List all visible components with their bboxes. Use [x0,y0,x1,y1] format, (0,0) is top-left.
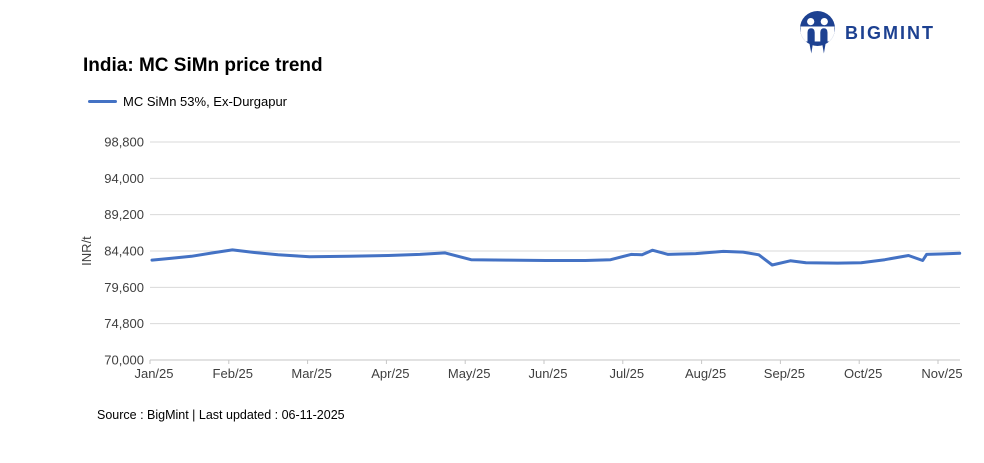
x-axis-tick-label: Jul/25 [609,366,644,381]
legend: MC SiMn 53%, Ex-Durgapur [88,94,287,109]
x-axis-tick-label: Nov/25 [921,366,962,381]
y-axis-tick-label: 84,400 [104,244,144,259]
price-trend-line [150,248,962,267]
y-axis-tick-label: 70,000 [104,353,144,368]
x-axis-tick-label: Apr/25 [371,366,409,381]
bigmint-logo-icon [800,11,835,54]
y-axis-title: INR/t [79,236,94,266]
x-axis-tick-label: May/25 [448,366,491,381]
x-axis-tick-label: Feb/25 [213,366,253,381]
legend-line-swatch [88,100,117,103]
x-axis-tick-label: Mar/25 [291,366,331,381]
y-axis-tick-label: 94,000 [104,171,144,186]
y-axis-tick-label: 89,200 [104,207,144,222]
x-axis-tick-label: Aug/25 [685,366,726,381]
legend-label: MC SiMn 53%, Ex-Durgapur [123,94,287,109]
source-note: Source : BigMint | Last updated : 06-11-… [97,408,345,422]
y-axis-tick-label: 79,600 [104,280,144,295]
chart-title: India: MC SiMn price trend [83,55,323,76]
y-axis-tick-label: 98,800 [104,135,144,150]
x-axis-tick-label: Jun/25 [528,366,567,381]
y-axis-tick-label: 74,800 [104,316,144,331]
bigmint-logo: BIGMINT [799,11,935,55]
x-axis-tick-label: Oct/25 [844,366,882,381]
bigmint-logo-text: BIGMINT [845,22,935,43]
x-axis-tick-label: Jan/25 [134,366,173,381]
x-axis-tick-label: Sep/25 [764,366,805,381]
